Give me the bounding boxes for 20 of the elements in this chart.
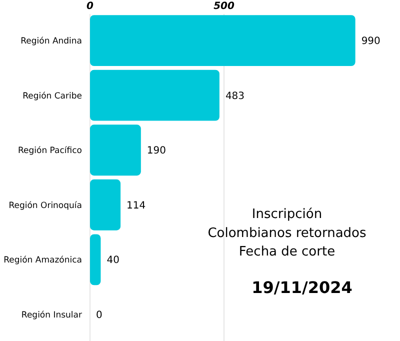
y-tick-label: Región Orinoquía (8, 200, 82, 211)
data-label: 190 (146, 146, 166, 157)
x-tick-label: 500 (214, 1, 234, 12)
data-label: 40 (106, 255, 120, 266)
data-label: 483 (225, 90, 245, 102)
y-tick-label: Región Insular (21, 310, 82, 320)
data-label: 114 (126, 200, 146, 212)
bar (90, 70, 220, 121)
y-tick-label: Región Caribe (22, 91, 82, 102)
y-tick-label: Región Andina (20, 36, 82, 47)
bar (90, 124, 141, 176)
bar (90, 234, 101, 286)
y-tick-label: Región Amazónica (4, 256, 82, 266)
annotation: Inscripción Colombianos retornados Fecha de corte (208, 207, 367, 260)
data-label: 990 (361, 36, 380, 48)
bar (90, 179, 121, 230)
bar (90, 15, 356, 66)
data-label: 0 (96, 310, 102, 321)
y-tick-label: Región Pacífico (18, 146, 82, 156)
annotation: 19/11/2024 (252, 278, 352, 297)
